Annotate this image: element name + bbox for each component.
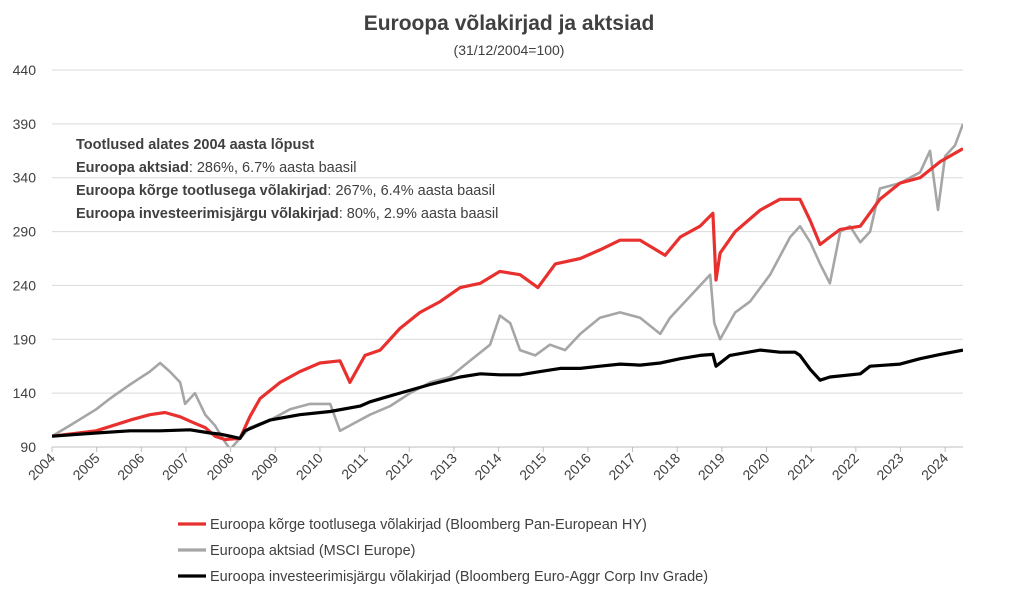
- chart-subtitle: (31/12/2004=100): [454, 42, 565, 58]
- series-line: [52, 348, 963, 440]
- x-tick-label: 2007: [159, 450, 192, 483]
- y-tick-label: 440: [13, 62, 37, 78]
- x-tick-label: 2011: [338, 450, 371, 483]
- annotation-text: : 80%, 2.9% aasta baasil: [339, 206, 499, 222]
- plot-lines: [52, 123, 963, 447]
- annotation: Euroopa investeerimisjärgu võlakirjad: 8…: [76, 206, 498, 222]
- x-tick-label: 2019: [695, 450, 728, 483]
- annotation: Euroopa kõrge tootlusega võlakirjad: 267…: [76, 183, 495, 199]
- x-tick-label: 2009: [248, 450, 281, 483]
- annotation-text: : 267%, 6.4% aasta baasil: [327, 183, 495, 199]
- legend-label: Euroopa investeerimisjärgu võlakirjad (B…: [210, 569, 708, 585]
- annotation: Euroopa aktsiad: 286%, 6.7% aasta baasil: [76, 160, 356, 176]
- series-line: [52, 147, 963, 442]
- x-tick-label: 2021: [784, 450, 817, 483]
- x-tick-label: 2006: [114, 450, 147, 483]
- x-tick-label: 2018: [650, 450, 683, 483]
- y-tick-label: 90: [20, 439, 36, 455]
- annotation-label: Euroopa kõrge tootlusega võlakirjad: [76, 183, 327, 199]
- legend-label: Euroopa kõrge tootlusega võlakirjad (Blo…: [210, 517, 647, 533]
- x-tick-label: 2013: [427, 450, 460, 483]
- y-tick-label: 240: [13, 277, 37, 293]
- annotation-text: : 286%, 6.7% aasta baasil: [189, 160, 357, 176]
- y-tick-label: 390: [13, 116, 37, 132]
- x-tick-label: 2024: [918, 450, 951, 483]
- x-tick-label: 2010: [293, 450, 326, 483]
- y-tick-label: 340: [13, 170, 37, 186]
- x-tick-label: 2020: [739, 450, 772, 483]
- x-tick-label: 2016: [561, 450, 594, 483]
- legend-label: Euroopa aktsiad (MSCI Europe): [210, 543, 416, 559]
- annotation-label: Euroopa investeerimisjärgu võlakirjad: [76, 206, 339, 222]
- x-tick-label: 2023: [873, 450, 906, 483]
- annotation-heading: Tootlused alates 2004 aasta lõpust: [76, 137, 314, 153]
- y-tick-label: 290: [13, 224, 37, 240]
- x-tick-label: 2008: [203, 450, 236, 483]
- annotation-label: Euroopa aktsiad: [76, 160, 189, 176]
- x-tick-label: 2017: [605, 450, 638, 483]
- x-tick-label: 2012: [382, 450, 415, 483]
- y-tick-label: 140: [13, 385, 37, 401]
- x-tick-label: 2005: [69, 450, 102, 483]
- legend: Euroopa kõrge tootlusega võlakirjad (Blo…: [178, 517, 708, 585]
- annotations: Euroopa aktsiad: 286%, 6.7% aasta baasil…: [76, 160, 498, 222]
- x-tick-label: 2015: [516, 450, 549, 483]
- y-tick-label: 190: [13, 331, 37, 347]
- x-tick-label: 2022: [829, 450, 862, 483]
- chart-title: Euroopa võlakirjad ja aktsiad: [364, 12, 655, 35]
- x-tick-label: 2014: [471, 450, 504, 483]
